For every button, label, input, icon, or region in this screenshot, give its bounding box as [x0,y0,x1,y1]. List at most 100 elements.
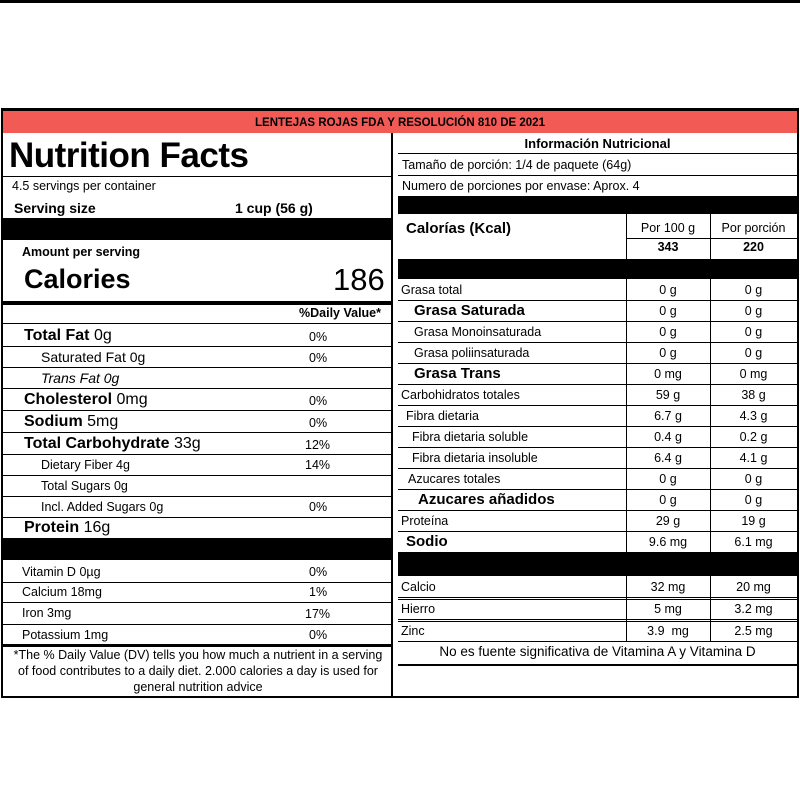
row-zinc: Zinc [401,624,425,638]
potassium-dv: 0% [309,628,328,642]
grasa-poliinsaturada-100g: 0 g [659,346,677,360]
divider [398,405,797,406]
sodio-100g: 9.6 mg [648,535,688,549]
footnote-line-3: general nutrition advice [133,680,263,694]
dietary-fiber-dv: 14% [305,458,331,472]
vitamin-d: Vitamin D 0µg [22,565,101,579]
added-sugars-dv: 0% [309,500,328,514]
row-azucares-totales: Azucares totales [408,472,501,486]
nutrition-facts-panel: Nutrition Facts 4.5 servings per contain… [3,133,393,696]
calorias-label: Calorías (Kcal) [406,220,512,237]
divider [3,496,393,497]
row-hierro: Hierro [401,602,436,616]
divider [398,363,797,364]
nutrient-saturated-fat: Saturated Fat 0g [41,349,146,365]
amount-per-serving: Amount per serving [22,245,141,259]
carbohidratos-100g: 59 g [655,388,681,402]
divider [398,321,797,322]
medium-divider [3,301,393,305]
nutrient-protein: Protein 16g [24,519,111,536]
azucares-totales-portion: 0 g [744,472,763,486]
azucares-anadidos-100g: 0 g [659,493,677,507]
vitamin-d-dv: 0% [309,565,328,579]
column-divider [626,214,627,259]
nutrient-trans-fat: Trans Fat 0g [41,370,120,386]
divider [3,323,393,324]
calories-label: Calories [24,264,131,294]
divider [398,342,797,343]
fibra-insoluble-portion: 4.1 g [739,451,768,465]
portion-size: Tamaño de porción: 1/4 de paquete (64g) [402,158,632,172]
divider [3,582,393,583]
divider [3,346,393,347]
total-carbohydrate-dv: 12% [305,438,331,452]
product-banner: LENTEJAS ROJAS FDA Y RESOLUCIÓN 810 DE 2… [3,111,797,133]
top-border [0,0,800,3]
divider [3,624,393,625]
divider [398,621,797,622]
row-proteina: Proteína [401,514,449,528]
grasa-monoinsaturada-100g: 0 g [659,325,677,339]
divider [398,510,797,511]
serving-size-value: 1 cup (56 g) [235,200,313,216]
divider [398,447,797,448]
potassium: Potassium 1mg [22,628,109,642]
divider [398,597,797,598]
column-divider [626,576,627,642]
calcio-portion: 20 mg [736,580,771,594]
fibra-dietaria-100g: 6.7 g [654,409,682,423]
divider [398,599,797,600]
azucares-anadidos-portion: 0 g [744,493,763,507]
divider [398,384,797,385]
fibra-dietaria-portion: 4.3 g [739,409,768,423]
divider [3,388,393,389]
column-divider [626,279,627,552]
grasa-saturada-100g: 0 g [659,304,677,318]
column-divider [710,576,711,642]
divider [398,300,797,301]
footnote-line-1: *The % Daily Value (DV) tells you how mu… [13,648,383,662]
spanish-footer-note: No es fuente significativa de Vitamina A… [439,644,756,659]
spanish-panel-frame [398,133,797,666]
grasa-total-100g: 0 g [659,283,677,297]
fibra-soluble-100g: 0.4 g [654,430,682,444]
column-per-100g: Por 100 g [640,221,696,235]
nutrient-total-fat: Total Fat 0g [24,327,112,344]
footnote-line-2: of food contributes to a daily diet. 2.0… [18,664,378,678]
row-fibra-soluble: Fibra dietaria soluble [412,430,529,444]
divider [3,432,393,433]
divider [3,176,393,177]
divider [398,619,797,620]
nutrient-sodium: Sodium 5mg [24,413,119,430]
divider [3,410,393,411]
nutrient-dietary-fiber: Dietary Fiber 4g [41,458,130,472]
thick-divider [398,552,797,576]
zinc-100g: 3.9 mg [647,624,689,638]
hierro-100g: 5 mg [654,602,682,616]
divider [398,641,797,642]
nutrient-total-sugars: Total Sugars 0g [41,479,128,493]
serving-size-label: Serving size [14,200,96,216]
divider [3,367,393,368]
nutrient-added-sugars: Incl. Added Sugars 0g [41,500,164,514]
divider [398,531,797,532]
row-fibra-insoluble: Fibra dietaria insoluble [412,451,538,465]
iron-dv: 17% [305,607,331,621]
divider [3,517,393,518]
fibra-soluble-portion: 0.2 g [739,430,768,444]
divider [398,175,797,176]
nutrient-total-carbohydrate: Total Carbohydrate 33g [24,435,201,452]
grasa-total-portion: 0 g [744,283,763,297]
servings-per-container: 4.5 servings per container [12,179,156,193]
column-divider [710,214,711,259]
cholesterol-dv: 0% [309,394,328,408]
calories-value: 186 [333,262,385,297]
thick-divider [398,196,797,214]
zinc-portion: 2.5 mg [734,624,773,638]
row-fibra-dietaria: Fibra dietaria [406,409,479,423]
row-grasa-total: Grasa total [401,283,463,297]
calorias-per-100g: 343 [657,240,679,254]
total-fat-dv: 0% [309,330,328,344]
row-carbohidratos-totales: Carbohidratos totales [401,388,520,402]
thick-divider [3,538,393,560]
